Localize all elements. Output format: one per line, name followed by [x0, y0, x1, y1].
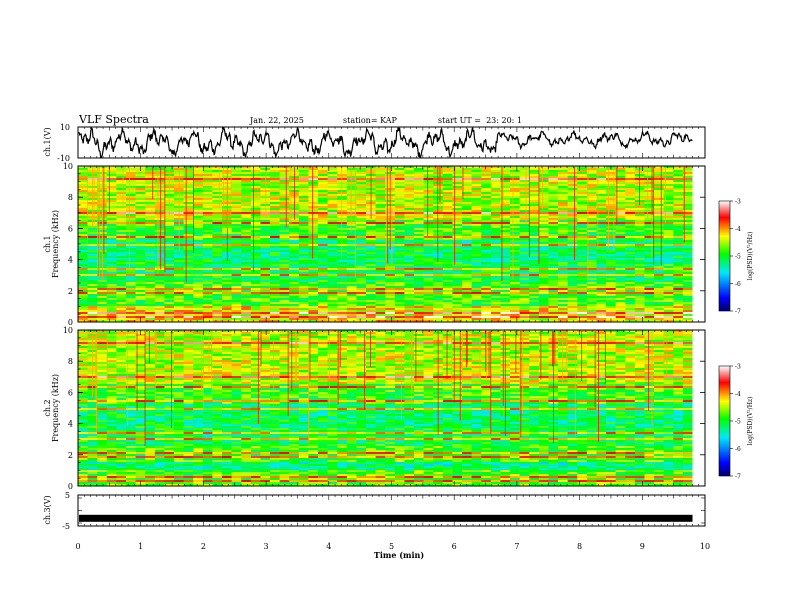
colorbar-tick-label: -6: [735, 446, 741, 453]
ch3-ytick-top: 5: [65, 491, 70, 500]
time-tick-label: 6: [452, 542, 457, 551]
spec-ytick-label: 0: [68, 482, 73, 491]
spec-ytick-label: 4: [68, 420, 73, 429]
ch2-spectrogram-image: [78, 330, 705, 487]
time-tick-label: 8: [577, 542, 582, 551]
ch1-colorbar-gradient: [718, 200, 731, 312]
ch1-spectrogram-image: [78, 166, 705, 323]
ch1-colorbar-label: log(PSD)(V²/Hz): [747, 232, 754, 281]
spec-ytick-label: 8: [68, 357, 73, 366]
ch2-colorbar-gradient: [718, 365, 731, 477]
start-time-label: start UT = 23: 20: 1: [438, 116, 522, 125]
ch3-signal-trace: [79, 514, 693, 522]
spec-ytick-label: 10: [63, 162, 73, 171]
spec-ytick-label: 10: [63, 326, 73, 335]
spec-ytick-label: 4: [68, 256, 73, 265]
colorbar-tick-label: -7: [735, 474, 741, 481]
time-tick-label: 4: [326, 542, 331, 551]
spec-ytick-label: 6: [68, 388, 73, 397]
date-label: Jan. 22, 2025: [249, 116, 304, 125]
ch2-spec-ylabel-frequency: Frequency (kHz): [51, 374, 60, 442]
ch2-colorbar-label: log(PSD)(V²/Hz): [747, 397, 754, 446]
ch1-colorbar: -3 -4 -5 -6 -7 log(PSD)(V²/Hz): [718, 199, 754, 316]
colorbar-tick-label: -3: [735, 199, 741, 206]
colorbar-tick-label: -5: [735, 254, 741, 261]
ch1-ytick-top: 10: [60, 123, 70, 132]
colorbar-tick-label: -7: [735, 309, 741, 316]
ch1-spec-ylabel-frequency: Frequency (kHz): [51, 210, 60, 278]
x-axis-label: Time (min): [374, 550, 424, 560]
ch1-waveform-panel: 10 -10 ch.1(V): [43, 123, 706, 163]
ch1-waveform-trace: [78, 127, 693, 158]
time-tick-label: 10: [700, 542, 710, 551]
time-tick-label: 2: [201, 542, 206, 551]
ch3-ylabel: ch.3(V): [43, 495, 52, 524]
figure-title: VLF Spectra: [78, 113, 149, 126]
spec-ytick-label: 8: [68, 193, 73, 202]
ch1-spectrogram-panel: 0 2 4 6 8 10 ch.1 Frequency (kHz) -3 -4 -5 -6 -7 …: [43, 162, 754, 327]
time-tick-label: 1: [138, 542, 143, 551]
colorbar-tick-label: -6: [735, 281, 741, 288]
spec-ytick-label: 2: [68, 451, 73, 460]
spec-ytick-label: 6: [68, 224, 73, 233]
colorbar-tick-label: -4: [735, 226, 741, 233]
ch1-spec-ylabel-channel: ch.1: [43, 235, 52, 252]
time-tick-label: 0: [75, 542, 80, 551]
ch2-colorbar: -3 -4 -5 -6 -7 log(PSD)(V²/Hz): [718, 364, 754, 481]
ch2-spec-ylabel-channel: ch.2: [43, 399, 52, 416]
colorbar-tick-label: -3: [735, 364, 741, 371]
ch1-waveform-line: [78, 127, 693, 158]
ch2-spectrogram-panel: 0 2 4 6 8 10 ch.2 Frequency (kHz) -3 -4 -5 -6 -7 …: [43, 326, 754, 491]
spec-ytick-label: 0: [68, 318, 73, 327]
spec-ytick-label: 2: [68, 287, 73, 296]
time-axis-labels: 0 1 2 3 4 5 6 7 8 9 10: [75, 542, 710, 551]
ch3-signal-panel: 5 -5 ch.3(V): [43, 491, 706, 531]
colorbar-tick-label: -5: [735, 419, 741, 426]
ch1-ylabel: ch.1(V): [43, 127, 52, 156]
time-tick-label: 3: [264, 542, 269, 551]
colorbar-tick-label: -4: [735, 391, 741, 398]
time-axis-ticks: [78, 127, 705, 526]
ch3-ytick-bottom: -5: [62, 522, 70, 531]
time-tick-label: 5: [389, 542, 394, 551]
ch1-ytick-bottom: -10: [57, 154, 70, 163]
time-tick-label: 9: [640, 542, 645, 551]
time-tick-label: 7: [514, 542, 519, 551]
station-label: station= KAP: [343, 116, 398, 125]
